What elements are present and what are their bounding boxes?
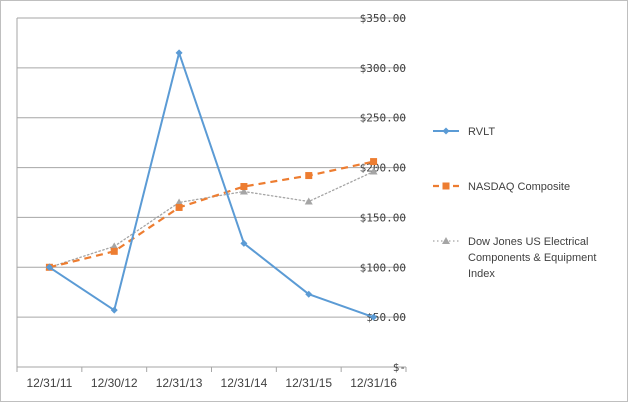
data-point <box>239 187 248 195</box>
data-point <box>45 263 53 271</box>
legend-label: Dow Jones US Electrical <box>468 236 588 248</box>
y-axis-ticks: $-$50.00$100.00$150.00$200.00$250.00$300… <box>360 12 406 374</box>
y-tick-label: $300.00 <box>360 62 406 75</box>
data-point <box>370 158 378 166</box>
legend-marker <box>442 237 450 244</box>
series-rvlt <box>45 49 378 321</box>
legend-marker <box>442 182 450 190</box>
x-tick-label: 12/31/13 <box>156 376 203 390</box>
x-tick-label: 12/30/12 <box>91 376 138 390</box>
data-point <box>110 247 118 255</box>
y-tick-label: $- <box>393 361 406 374</box>
series-nasdaq-composite <box>45 158 378 271</box>
x-tick-label: 12/31/14 <box>221 376 268 390</box>
data-point <box>110 306 118 314</box>
data-point <box>304 197 313 205</box>
y-tick-label: $350.00 <box>360 12 406 25</box>
series-line <box>48 51 374 319</box>
y-tick-label: $100.00 <box>360 261 406 274</box>
x-axis-ticks: 12/31/11 12/30/12 12/31/13 12/31/14 12/31/15… <box>16 367 407 390</box>
data-point <box>175 203 183 211</box>
series-line <box>49 160 374 269</box>
y-tick-label: $150.00 <box>360 211 406 224</box>
legend-entry: RVLT <box>433 126 495 138</box>
data-point <box>305 172 313 180</box>
x-tick-label: 12/31/16 <box>350 376 397 390</box>
legend-label: Index <box>468 268 495 280</box>
legend-entry: NASDAQ Composite <box>433 181 570 193</box>
y-tick-label: $250.00 <box>360 112 406 125</box>
x-tick-label: 12/31/11 <box>27 376 73 390</box>
x-tick-label: 12/31/15 <box>285 376 332 390</box>
data-point <box>175 49 183 57</box>
data-point <box>110 242 119 250</box>
data-point <box>240 239 248 247</box>
data-point <box>369 167 378 175</box>
series-dow-jones-us-electrical-components-equipment-index <box>45 167 378 271</box>
data-point <box>370 313 378 321</box>
y-tick-label: $50.00 <box>366 311 406 324</box>
legend-marker <box>442 127 450 135</box>
legend-label: RVLT <box>468 126 495 138</box>
series-line <box>48 170 375 268</box>
series-layer <box>45 49 378 321</box>
legend-label: NASDAQ Composite <box>468 181 570 193</box>
legend-label: Components & Equipment <box>468 252 596 264</box>
data-point <box>175 198 184 206</box>
data-point <box>305 290 313 298</box>
legend: RVLT NASDAQ Composite Dow Jones US Electri… <box>433 126 596 280</box>
legend-entry: Dow Jones US Electrical Components & Equi… <box>433 236 596 280</box>
grid-layer <box>16 17 406 368</box>
data-point <box>240 183 248 191</box>
